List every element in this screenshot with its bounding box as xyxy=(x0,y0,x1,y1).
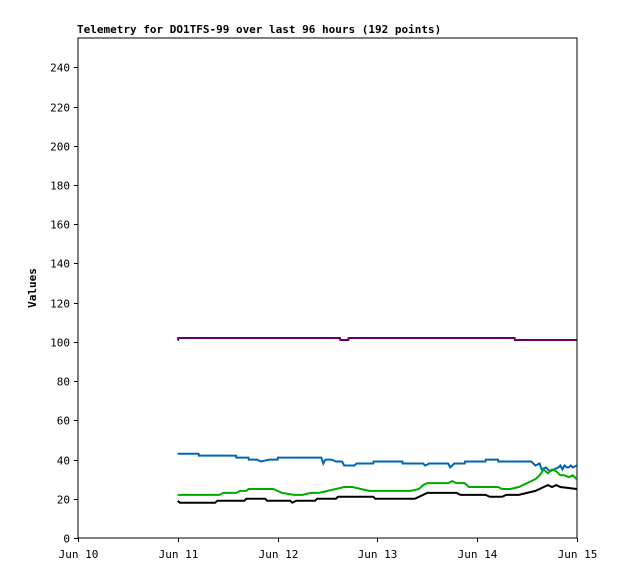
y-tick-label: 220 xyxy=(50,102,70,115)
x-tick-label: Jun 14 xyxy=(458,548,498,561)
y-tick-label: 120 xyxy=(50,298,70,311)
chart-title: Telemetry for DO1TFS-99 over last 96 hou… xyxy=(77,23,442,36)
y-tick-label: 40 xyxy=(57,455,70,468)
y-axis-label: Values xyxy=(26,268,39,308)
y-tick-label: 160 xyxy=(50,219,70,232)
y-tick-label: 20 xyxy=(57,494,70,507)
series-line-1 xyxy=(177,337,577,341)
y-tick-label: 60 xyxy=(57,415,70,428)
y-tick-label: 200 xyxy=(50,141,70,154)
y-tick-label: 0 xyxy=(63,533,70,546)
series-line-2 xyxy=(177,452,578,473)
series-line-4 xyxy=(177,484,577,504)
x-tick-label: Jun 10 xyxy=(59,548,99,561)
y-tick-label: 80 xyxy=(57,376,70,389)
series-line-3 xyxy=(177,467,578,496)
x-tick-label: Jun 11 xyxy=(159,548,199,561)
plot-frame xyxy=(77,37,578,539)
x-tick-label: Jun 12 xyxy=(259,548,299,561)
y-tick-label: 180 xyxy=(50,180,70,193)
x-tick-label: Jun 15 xyxy=(558,548,598,561)
y-tick-label: 140 xyxy=(50,258,70,271)
y-tick-label: 240 xyxy=(50,62,70,75)
x-tick-label: Jun 13 xyxy=(358,548,398,561)
y-tick-label: 100 xyxy=(50,337,70,350)
